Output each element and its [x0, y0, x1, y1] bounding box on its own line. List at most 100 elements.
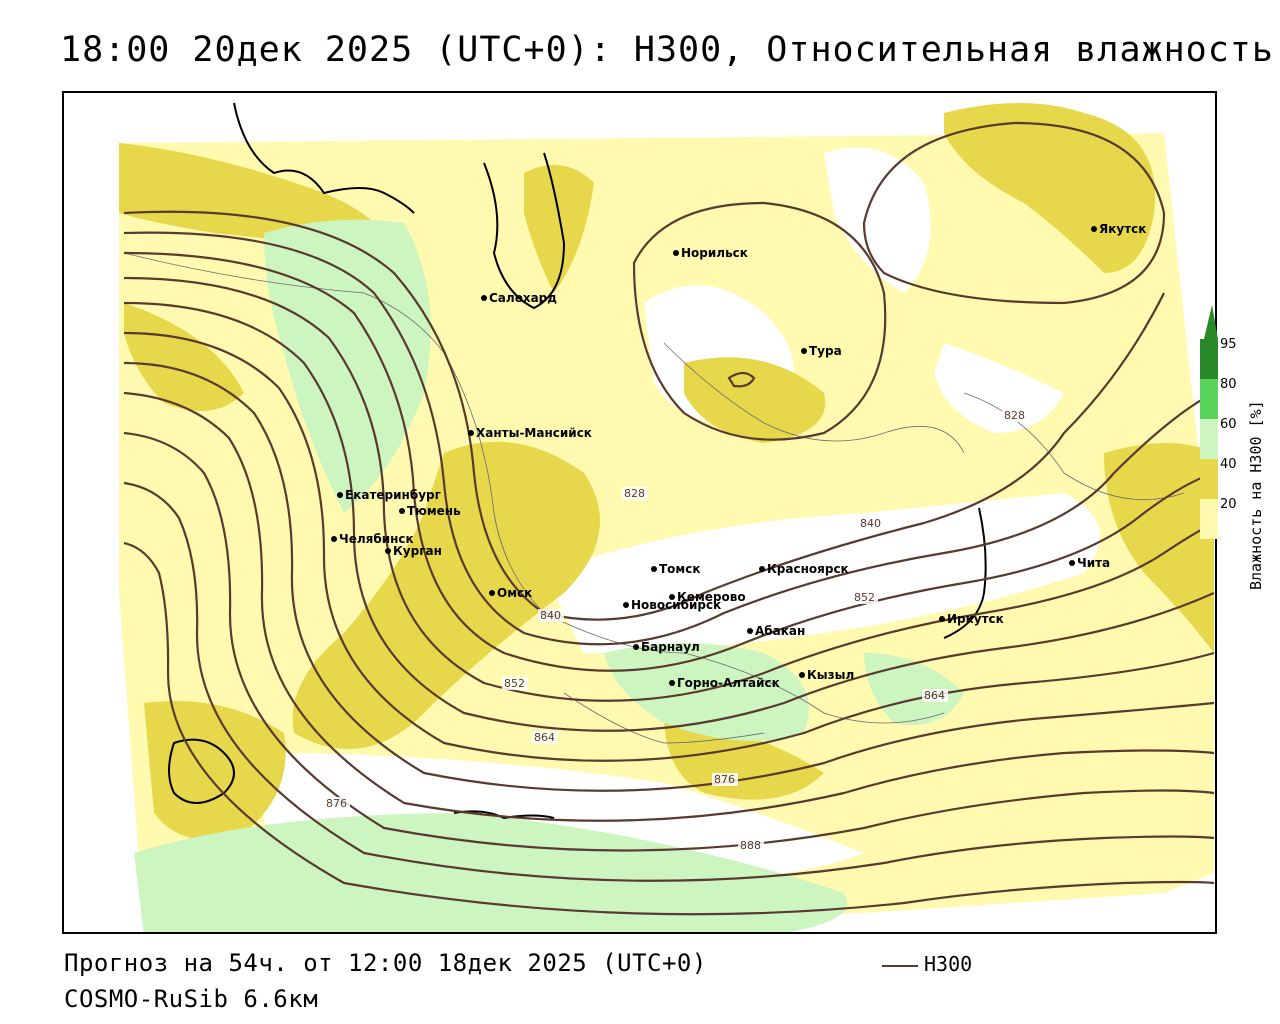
- city-marker: [331, 536, 337, 542]
- contour-label: 876: [714, 773, 735, 786]
- h300-contour: [123, 251, 1215, 672]
- humidity-area-mid: [524, 165, 594, 293]
- city-label: Тура: [809, 344, 842, 358]
- contour-label-bg: [538, 609, 564, 622]
- map-panel: 828 828 840 840 852 852 864 864 876 876 888 Якутск…: [62, 91, 1217, 934]
- city-marker: [337, 492, 343, 498]
- contour-label-bg: [712, 773, 738, 786]
- city-marker: [1091, 226, 1097, 232]
- colorbar-tick-40: 40: [1220, 457, 1237, 472]
- h300-contour: [123, 276, 1215, 702]
- map-canvas: 828 828 840 840 852 852 864 864 876 876 888 Якутск…: [119, 102, 1215, 932]
- contour-label: 876: [326, 797, 347, 810]
- h300-contour: [123, 431, 1215, 852]
- contour-label-layer: 828 828 840 840 852 852 864 864 876 876 888: [324, 409, 1028, 852]
- humidity-area-high: [864, 653, 964, 725]
- humidity-area-mid: [292, 441, 600, 749]
- region-border: [663, 342, 965, 454]
- humidity-area-mid: [1104, 443, 1214, 653]
- h300-contour: [123, 541, 1215, 916]
- coastline: [453, 810, 555, 820]
- contour-label: 840: [860, 517, 881, 530]
- region-border: [123, 252, 445, 354]
- border-layer: [123, 252, 1185, 744]
- contour-label: 840: [540, 609, 561, 622]
- city-label: Горно-Алтайск: [677, 676, 780, 690]
- coastline: [483, 152, 566, 310]
- city-label: Красноярск: [767, 562, 849, 576]
- h300-contour: [632, 201, 887, 441]
- city-marker: [1069, 560, 1075, 566]
- map-title: 18:00 20дек 2025 (UTC+0): H300, Относите…: [60, 30, 1274, 70]
- contour-label: 852: [504, 677, 525, 690]
- h300-contour: [123, 361, 1215, 792]
- humidity-fill-layer: [119, 103, 1214, 932]
- contour-label: 888: [740, 839, 761, 852]
- colorbar-band-20: [1200, 499, 1218, 539]
- colorbar-tick-80: 80: [1220, 377, 1237, 392]
- region-border: [443, 352, 545, 614]
- colorbar-title: Влажность на H300 [%]: [1247, 400, 1265, 590]
- city-marker: [669, 680, 675, 686]
- contour-label-bg: [738, 839, 764, 852]
- dry-area: [824, 147, 931, 293]
- region-border: [563, 692, 765, 744]
- colorbar-band-95: [1200, 339, 1218, 379]
- city-marker: [385, 548, 391, 554]
- h300-contour: [123, 231, 1215, 646]
- city-marker: [633, 644, 639, 650]
- city-marker: [623, 602, 629, 608]
- h300-contour: [123, 481, 1215, 882]
- city-marker: [481, 295, 487, 301]
- contour-label-bg: [858, 517, 884, 530]
- humidity-area-mid: [684, 357, 826, 443]
- city-marker: [468, 430, 474, 436]
- legend-line-swatch: [882, 964, 918, 967]
- h300-contour: [123, 210, 1165, 621]
- contour-label-bg: [852, 591, 878, 604]
- city-marker: [939, 616, 945, 622]
- contour-label: 828: [624, 487, 645, 500]
- city-label: Тюмень: [407, 504, 461, 518]
- city-marker: [651, 566, 657, 572]
- colorbar-tick-60: 60: [1220, 417, 1237, 432]
- city-marker: [759, 566, 765, 572]
- coastline: [233, 102, 415, 214]
- city-label: Чита: [1077, 556, 1110, 570]
- city-marker: [399, 508, 405, 514]
- contour-label-bg: [1002, 409, 1028, 422]
- city-marker: [489, 590, 495, 596]
- city-label: Омск: [497, 586, 532, 600]
- colorbar-svg: 95 80 60 40 20: [1200, 305, 1237, 539]
- city-label: Норильск: [681, 246, 748, 260]
- city-label: Томск: [659, 562, 701, 576]
- city-label: Ханты-Мансийск: [476, 426, 592, 440]
- city-label: Курган: [393, 544, 442, 558]
- h300-contour: [727, 371, 756, 388]
- dry-area: [934, 343, 1064, 433]
- colorbar-band-80: [1200, 379, 1218, 419]
- colorbar-tick-95: 95: [1220, 337, 1237, 352]
- humidity-colorbar: 95 80 60 40 20: [1200, 305, 1272, 605]
- city-label: Салехард: [489, 291, 557, 305]
- contour-label-bg: [502, 677, 528, 690]
- humidity-area-mid: [144, 701, 286, 840]
- h300-contour-layer: [123, 121, 1215, 916]
- colorbar-band-60: [1200, 419, 1218, 459]
- city-label: Челябинск: [339, 532, 414, 546]
- coastline: [943, 507, 987, 639]
- city-marker: [801, 348, 807, 354]
- h300-contour: [123, 391, 1215, 822]
- city-marker: [799, 672, 805, 678]
- city-label: Абакан: [755, 624, 805, 638]
- h300-contour: [862, 121, 1166, 305]
- city-label: Екатеринбург: [345, 488, 441, 502]
- region-border: [963, 392, 1185, 501]
- colorbar-tick-20: 20: [1220, 497, 1237, 512]
- city-label: Кызыл: [807, 668, 854, 682]
- model-info: COSMO-RuSib 6.6км: [64, 985, 319, 1013]
- h300-legend: H300: [882, 952, 972, 976]
- city-marker: [669, 594, 675, 600]
- city-label: Якутск: [1099, 222, 1146, 236]
- forecast-info: Прогноз на 54ч. от 12:00 18дек 2025 (UTC…: [64, 949, 707, 977]
